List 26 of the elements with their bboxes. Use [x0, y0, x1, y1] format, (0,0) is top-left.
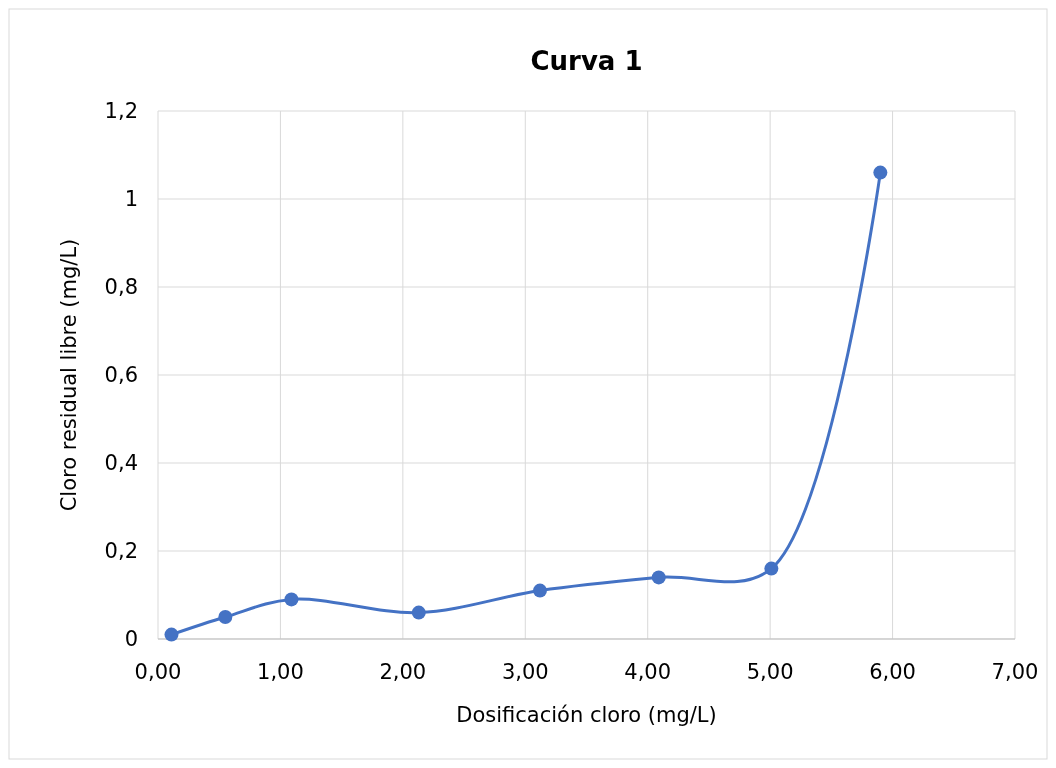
- point: [764, 561, 779, 576]
- x-tick-label: 6,00: [869, 660, 916, 684]
- y-axis-title: Cloro residual libre (mg/L): [57, 238, 81, 512]
- y-tick-label: 1,2: [104, 99, 138, 123]
- y-tick-label: 0,4: [104, 451, 138, 475]
- y-tick-label: 0,2: [104, 539, 138, 563]
- x-tick-label: 3,00: [501, 660, 549, 684]
- x-tick-label: 0,00: [134, 660, 182, 684]
- point: [532, 583, 547, 598]
- point: [411, 605, 426, 620]
- point: [873, 165, 888, 180]
- point: [284, 592, 299, 607]
- point: [218, 610, 233, 624]
- chart-title: Curva 1: [530, 46, 643, 76]
- y-tick-label: 1: [124, 187, 138, 211]
- x-tick-label: 1,00: [257, 660, 304, 684]
- x-tick-label: 2,00: [379, 660, 427, 684]
- point: [164, 627, 179, 642]
- y-tick-label: 0,6: [104, 363, 138, 387]
- y-tick-label: 0: [124, 627, 138, 651]
- x-axis-title: Dosificación cloro (mg/L): [456, 703, 717, 727]
- y-tick-label: 0,8: [104, 275, 138, 299]
- x-tick-label: 7,00: [991, 660, 1039, 684]
- point: [651, 570, 666, 585]
- x-tick-label: 4,00: [624, 660, 672, 684]
- x-tick-label: 5,00: [746, 660, 794, 684]
